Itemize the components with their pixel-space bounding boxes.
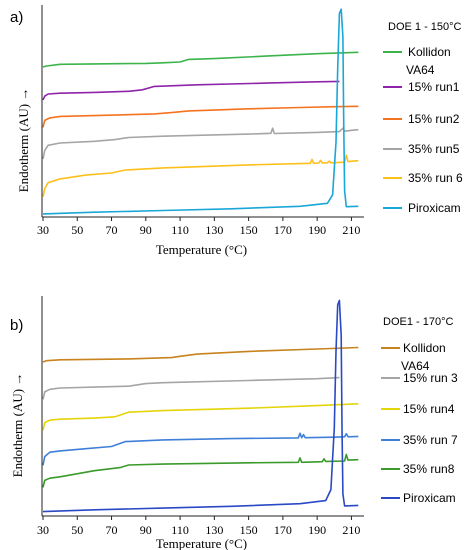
x-tick-label: 90 <box>140 523 152 537</box>
series-line-15-run4 <box>42 403 359 431</box>
x-tick-label: 170 <box>274 523 292 537</box>
series-line-15-run1 <box>42 80 340 101</box>
x-tick-label: 190 <box>308 523 326 537</box>
legend-label: 15% run 3 <box>403 371 458 385</box>
series-line-piroxicam <box>42 8 359 215</box>
x-tick-label: 130 <box>205 223 223 237</box>
series-line-35-run-6 <box>42 154 359 198</box>
panel-label: b) <box>10 317 23 334</box>
legend-label: 35% run8 <box>403 462 455 476</box>
legend-label: VA64 <box>401 359 430 373</box>
series-line-35-run-7 <box>42 432 359 466</box>
x-axis-label: Temperature (°C) <box>156 536 247 550</box>
legend-label: 15% run4 <box>403 402 455 416</box>
legend-label: 15% run1 <box>408 80 460 94</box>
series-line-kollidon-va64 <box>42 51 359 68</box>
series-line-15-run2 <box>42 105 359 128</box>
x-tick-label: 190 <box>308 223 326 237</box>
legend-label: Piroxicam <box>408 201 461 215</box>
x-tick-label: 50 <box>71 523 83 537</box>
x-tick-label: 30 <box>37 523 49 537</box>
x-tick-label: 150 <box>240 223 258 237</box>
x-tick-label: 170 <box>274 223 292 237</box>
x-tick-label: 90 <box>140 223 152 237</box>
y-axis-label: Endotherm (AU) → <box>10 373 25 478</box>
legend-label: Kollidon <box>408 45 451 59</box>
legend-label: 15% run2 <box>408 112 460 126</box>
legend-label: VA64 <box>406 63 435 77</box>
chart-panel-b: b) 30 50 70 90 110 130 150 170 190 210 Temperature … <box>10 296 458 550</box>
legend-label: Piroxicam <box>403 491 456 505</box>
legend-label: 35% run5 <box>408 142 460 156</box>
legend-label: Kollidon <box>403 341 446 355</box>
series-line-15-run-3 <box>42 376 340 400</box>
x-tick-label: 30 <box>37 223 49 237</box>
x-tick-label: 210 <box>342 523 360 537</box>
x-tick-label: 150 <box>240 523 258 537</box>
series-line-piroxicam <box>42 299 359 513</box>
legend-title: DOE 1 - 150°C <box>388 21 462 33</box>
chart-panel-a: a) 30 50 70 90 110 130 150 170 190 210 Temperature … <box>10 5 463 257</box>
legend-label: 35% run 6 <box>408 171 463 185</box>
x-tick-label: 210 <box>342 223 360 237</box>
x-tick-label: 110 <box>171 523 189 537</box>
series-line-35-run5 <box>42 127 359 160</box>
x-tick-label: 70 <box>106 523 118 537</box>
y-axis-label: Endotherm (AU) → <box>16 88 31 193</box>
series-line-kollidon-va64 <box>42 346 359 363</box>
x-tick-label: 50 <box>71 223 83 237</box>
series-line-35-run8 <box>42 453 359 488</box>
x-tick-label: 70 <box>106 223 118 237</box>
x-tick-label: 110 <box>171 223 189 237</box>
legend-label: 35% run 7 <box>403 433 458 447</box>
panel-label: a) <box>10 9 23 26</box>
x-tick-label: 130 <box>205 523 223 537</box>
legend-title: DOE1 - 170°C <box>383 316 453 328</box>
x-axis-label: Temperature (°C) <box>156 242 247 257</box>
